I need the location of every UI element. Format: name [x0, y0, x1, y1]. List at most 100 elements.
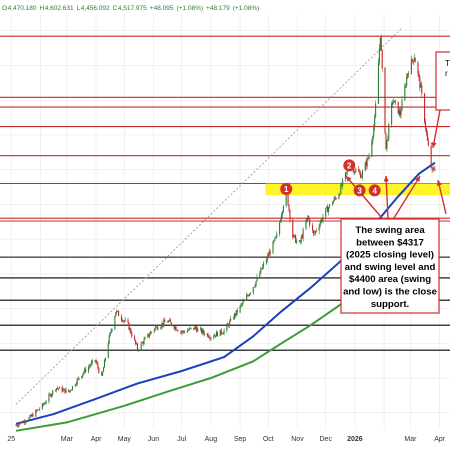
candle-body [387, 138, 389, 141]
candle [267, 252, 269, 259]
candle-body [167, 322, 169, 323]
candle [144, 336, 146, 340]
candle-body [31, 414, 33, 417]
candle-body [373, 126, 375, 137]
candle [302, 227, 304, 242]
candle [342, 177, 344, 190]
candle-body [41, 403, 43, 409]
candle-body [417, 62, 419, 74]
candle [163, 317, 165, 328]
candle-body [44, 403, 46, 404]
candle-body [153, 329, 155, 332]
candle [170, 321, 172, 327]
candle [147, 332, 149, 339]
candle [326, 206, 328, 209]
candle-body [398, 110, 400, 114]
candle [96, 360, 98, 366]
candle [414, 57, 416, 63]
candle-body [427, 140, 429, 146]
candle [215, 335, 217, 339]
candle [222, 332, 224, 335]
candle-body [239, 305, 241, 313]
candle-body [43, 403, 45, 405]
candle [150, 330, 152, 335]
candle-body [230, 318, 232, 321]
candle [187, 328, 189, 332]
candle-body [268, 251, 270, 256]
candle [366, 156, 368, 170]
candle [213, 334, 215, 340]
candle [391, 101, 393, 128]
candle [154, 326, 156, 331]
candle [274, 237, 276, 242]
candle-body [50, 394, 52, 397]
candle [421, 81, 423, 97]
candle [167, 319, 170, 323]
candle-body [280, 215, 283, 221]
candle [417, 61, 419, 77]
candle [381, 49, 383, 72]
candle-body [216, 331, 219, 337]
candle [333, 195, 335, 202]
candle [232, 316, 235, 320]
candle [131, 330, 133, 339]
candle [293, 234, 295, 238]
candle-body [104, 357, 106, 361]
candle [194, 325, 196, 330]
candle-body [196, 328, 198, 332]
candle [167, 320, 169, 323]
candle-body [75, 383, 77, 385]
candle-body [28, 417, 30, 422]
candle [406, 73, 408, 88]
candle-body [294, 234, 296, 236]
candle [307, 215, 309, 222]
candle-body [176, 329, 178, 331]
candle-body [182, 330, 184, 333]
candle [103, 366, 105, 372]
swing-marker-circle [280, 183, 293, 196]
candle-body [24, 421, 26, 423]
candle-body [167, 321, 170, 323]
candle [175, 325, 177, 331]
candle [266, 252, 268, 263]
candle-body [353, 168, 355, 173]
candle-body [246, 295, 248, 301]
candle [411, 58, 413, 64]
candle-body [78, 377, 80, 379]
candle [408, 70, 410, 78]
candle-body [235, 310, 237, 316]
candle [404, 82, 406, 102]
candle-body [77, 377, 79, 380]
candle [50, 393, 52, 398]
annotation-arrow [345, 175, 383, 219]
candle-body [162, 323, 164, 326]
candle [56, 386, 58, 390]
candle-body [108, 335, 110, 344]
candle-body [253, 286, 255, 288]
candle-body [301, 236, 303, 239]
candle-body [154, 327, 156, 330]
candle-body [254, 285, 256, 287]
candle-body [275, 236, 277, 238]
candle-body [248, 293, 251, 296]
candle [331, 201, 333, 207]
candle-body [360, 176, 363, 178]
candle [425, 127, 428, 137]
candle-body [32, 414, 34, 417]
candle [157, 327, 159, 330]
candle-body [236, 310, 238, 313]
candle-body [190, 327, 192, 329]
candle-body [408, 73, 410, 75]
candle [434, 166, 436, 171]
candle [359, 168, 361, 175]
candle-body [243, 300, 245, 302]
candle [58, 386, 60, 389]
candle-body [287, 193, 289, 206]
candle-body [193, 327, 195, 330]
candle-body [430, 145, 432, 168]
candle-body [228, 324, 230, 326]
candle-body [401, 100, 403, 111]
candle [214, 332, 216, 337]
candle-body [186, 330, 188, 333]
ohlc-value: (+1.08%) [233, 5, 260, 12]
